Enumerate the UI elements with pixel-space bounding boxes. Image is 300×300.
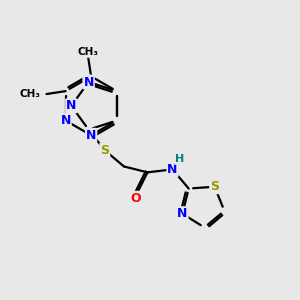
Text: CH₃: CH₃ xyxy=(78,47,99,57)
Text: S: S xyxy=(100,144,109,157)
Text: H: H xyxy=(175,154,184,164)
Text: CH₃: CH₃ xyxy=(20,89,40,99)
Text: S: S xyxy=(210,180,219,193)
Text: N: N xyxy=(167,163,178,176)
Text: N: N xyxy=(177,207,188,220)
Text: N: N xyxy=(60,114,71,127)
Text: N: N xyxy=(83,76,94,88)
Text: N: N xyxy=(66,99,76,112)
Text: O: O xyxy=(130,192,141,205)
Text: N: N xyxy=(86,129,96,142)
